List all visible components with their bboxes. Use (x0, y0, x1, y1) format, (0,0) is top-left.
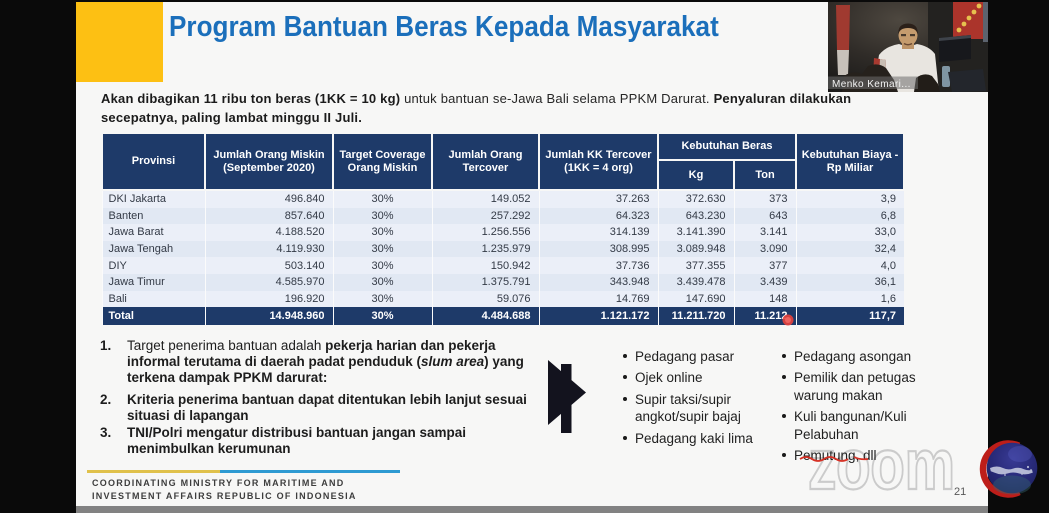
svg-text:Menko Kemari...: Menko Kemari... (832, 79, 911, 90)
